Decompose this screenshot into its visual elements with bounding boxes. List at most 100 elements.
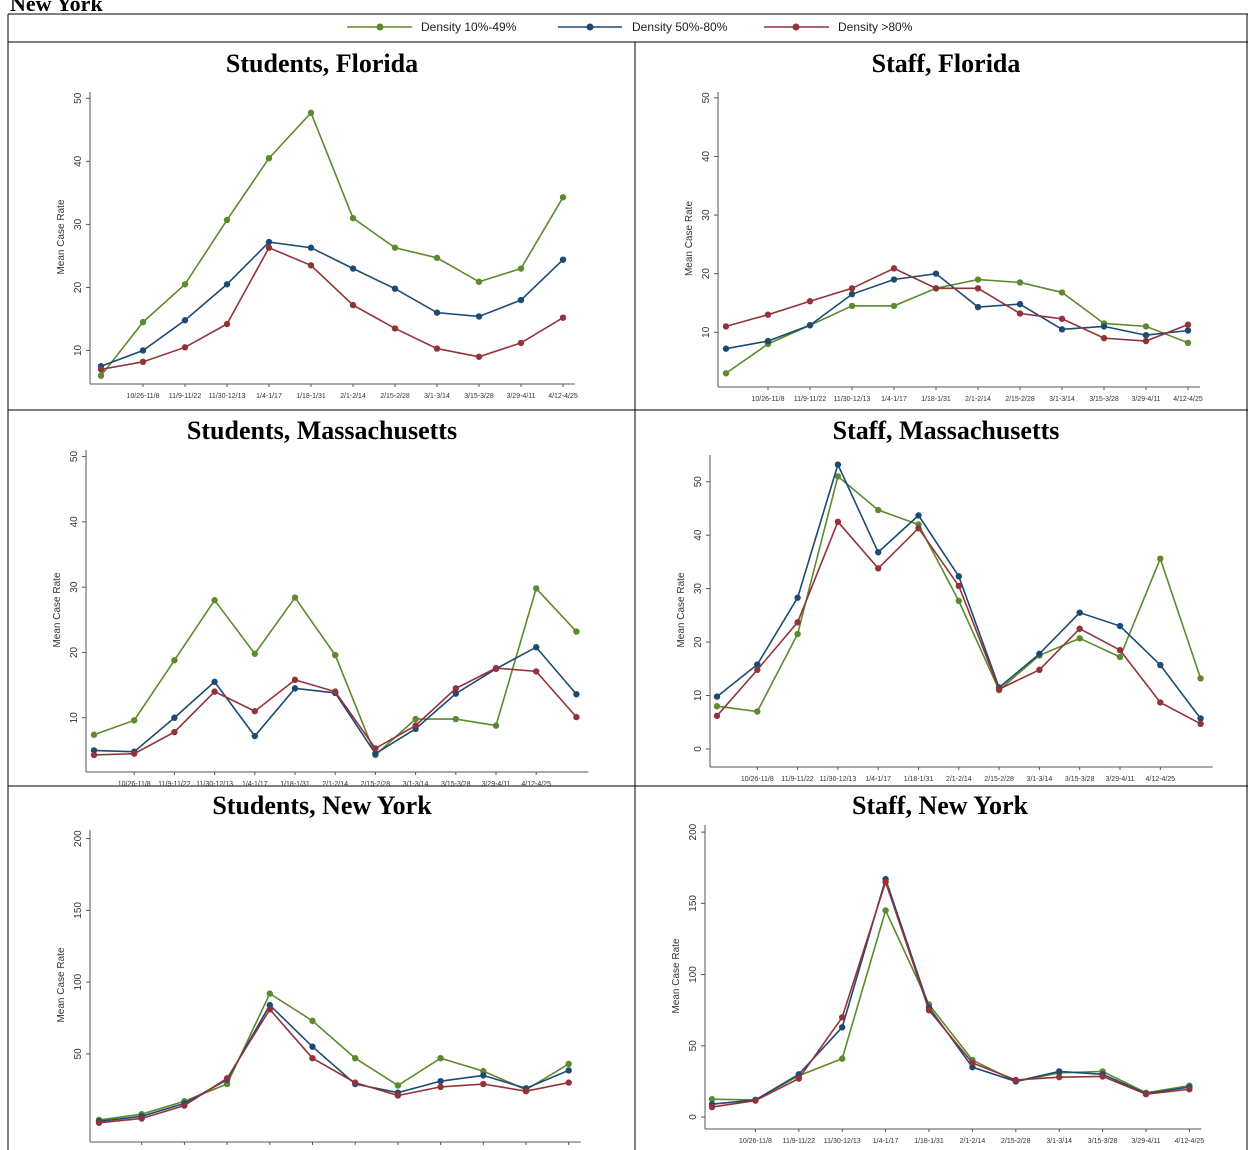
series-line bbox=[100, 111, 564, 377]
data-point bbox=[955, 597, 962, 605]
chart-title: Staff, New York bbox=[852, 791, 1028, 820]
y-axis-label: Mean Case Rate bbox=[676, 572, 687, 647]
y-axis-label: Mean Case Rate bbox=[56, 947, 67, 1022]
data-point bbox=[764, 311, 772, 318]
x-tick-label: 11/9-11/22 bbox=[169, 393, 202, 400]
data-point bbox=[708, 1103, 716, 1111]
data-point bbox=[882, 907, 889, 914]
y-tick-label: 100 bbox=[73, 973, 84, 990]
data-point bbox=[839, 1055, 846, 1062]
data-point bbox=[1142, 337, 1150, 345]
x-tick-label: 4/12-4/25 bbox=[1173, 396, 1203, 403]
data-point bbox=[754, 708, 761, 715]
x-tick-label: 2/15-2/28 bbox=[361, 781, 391, 788]
data-point bbox=[265, 244, 273, 251]
x-tick-label: 3/29-4/11 bbox=[1131, 396, 1160, 403]
x-tick-label: 10/26-11/8 bbox=[739, 1138, 772, 1145]
data-point bbox=[754, 661, 761, 668]
x-tick-label: 11/30-12/13 bbox=[819, 776, 856, 783]
data-point bbox=[139, 347, 147, 354]
x-tick-label: 2/1-2/14 bbox=[965, 396, 991, 403]
y-tick-label: 50 bbox=[701, 92, 712, 104]
data-point bbox=[974, 303, 982, 311]
data-point bbox=[1197, 715, 1204, 722]
data-point bbox=[211, 678, 218, 686]
data-point bbox=[806, 322, 814, 329]
y-tick-label: 150 bbox=[73, 902, 84, 919]
data-point bbox=[433, 345, 441, 352]
x-tick-label: 11/30-12/13 bbox=[834, 396, 871, 403]
data-point bbox=[352, 1054, 359, 1062]
data-point bbox=[1036, 666, 1043, 674]
data-point bbox=[925, 1006, 933, 1014]
x-tick-label: 11/30-12/13 bbox=[209, 393, 246, 400]
data-point bbox=[309, 1043, 316, 1050]
chart-title: Students, Florida bbox=[226, 49, 418, 78]
data-point bbox=[307, 244, 315, 251]
data-point bbox=[875, 565, 882, 572]
data-point bbox=[794, 630, 801, 638]
data-point bbox=[848, 285, 856, 292]
x-tick-label: 11/9-11/22 bbox=[794, 396, 827, 403]
x-tick-label: 3/15-3/28 bbox=[1089, 396, 1119, 403]
data-point bbox=[309, 1054, 316, 1062]
data-point bbox=[181, 344, 189, 351]
data-point bbox=[1058, 326, 1066, 333]
data-point bbox=[754, 666, 761, 674]
series-line bbox=[100, 241, 564, 367]
data-point bbox=[251, 708, 258, 715]
data-point bbox=[932, 285, 940, 292]
data-point bbox=[131, 750, 138, 757]
data-point bbox=[492, 722, 500, 729]
legend-marker bbox=[586, 23, 594, 31]
data-point bbox=[834, 461, 842, 468]
x-tick-label: 1/18-1/31 bbox=[296, 393, 326, 400]
table-frame bbox=[7, 13, 1248, 1150]
data-point bbox=[475, 278, 483, 285]
legend-marker bbox=[376, 23, 384, 31]
data-point bbox=[1058, 315, 1066, 322]
x-tick-label: 2/15-2/28 bbox=[1005, 396, 1035, 403]
x-tick-label: 1/18-1/31 bbox=[904, 776, 934, 783]
data-point bbox=[713, 693, 721, 700]
data-point bbox=[1157, 555, 1164, 562]
data-point bbox=[573, 628, 580, 635]
x-tick-label: 4/12-4/25 bbox=[1175, 1138, 1205, 1145]
data-point bbox=[559, 194, 567, 201]
data-point bbox=[349, 301, 357, 309]
data-point bbox=[139, 318, 147, 326]
data-point bbox=[565, 1079, 572, 1086]
data-point bbox=[713, 703, 721, 710]
data-point bbox=[391, 325, 399, 332]
data-point bbox=[181, 281, 189, 288]
data-point bbox=[437, 1077, 444, 1085]
legend-marker bbox=[792, 23, 800, 31]
data-point bbox=[90, 731, 98, 738]
x-tick-label: 1/18-1/31 bbox=[280, 781, 310, 788]
series-line bbox=[725, 267, 1189, 342]
data-point bbox=[307, 109, 315, 117]
x-tick-label: 1/4-1/17 bbox=[873, 1138, 899, 1145]
data-point bbox=[1142, 331, 1150, 339]
y-tick-label: 20 bbox=[693, 636, 704, 648]
data-point bbox=[722, 323, 730, 330]
data-point bbox=[372, 750, 379, 757]
data-point bbox=[533, 644, 540, 651]
data-point bbox=[1116, 622, 1124, 630]
x-tick-label: 2/1-2/14 bbox=[946, 776, 972, 783]
x-tick-label: 3/29-4/11 bbox=[481, 781, 510, 788]
data-point bbox=[171, 728, 178, 736]
data-point bbox=[764, 337, 772, 345]
data-point bbox=[1142, 1091, 1150, 1098]
data-point bbox=[915, 525, 922, 532]
y-tick-label: 150 bbox=[688, 895, 699, 912]
series-line bbox=[725, 272, 1189, 350]
data-point bbox=[1076, 625, 1083, 632]
data-point bbox=[211, 688, 218, 695]
chart-title: Students, New York bbox=[212, 791, 432, 820]
data-point bbox=[1116, 653, 1124, 661]
series-line bbox=[93, 586, 577, 757]
y-tick-label: 0 bbox=[693, 746, 704, 752]
data-point bbox=[391, 244, 399, 251]
data-point bbox=[573, 713, 580, 721]
